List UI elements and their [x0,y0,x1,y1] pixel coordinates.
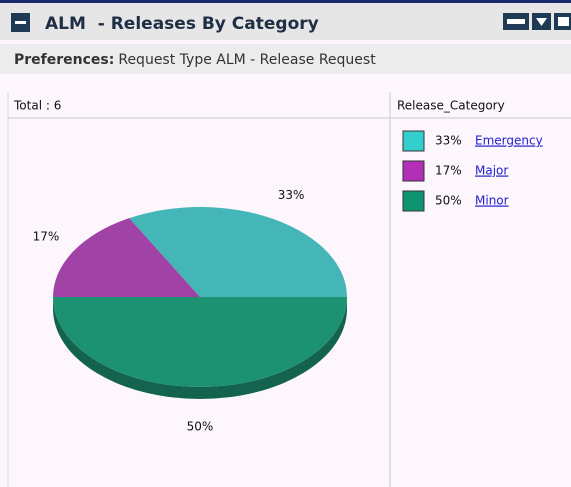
header-bar [0,0,571,40]
legend-value: 50% [435,194,462,208]
menu-icon-glyph [536,18,547,26]
portlet-title: ALM - Releases By Category [45,14,319,34]
preferences-label: Preferences: [14,52,114,68]
slice-label: 50% [187,420,214,434]
preferences-value: Request Type ALM - Release Request [118,52,376,68]
pie-slice [53,218,200,297]
legend-swatch [402,130,425,152]
preferences: Preferences: Request Type ALM - Release R… [14,52,376,68]
edit-icon-glyph [507,19,525,24]
legend-value: 17% [435,164,462,178]
collapse-icon-bar [15,21,26,24]
slice-label: 17% [33,229,60,243]
slice-label: 33% [278,188,305,202]
legend-link[interactable]: Minor [475,194,509,208]
legend-link[interactable]: Major [475,164,508,178]
legend-link[interactable]: Emergency [475,134,543,148]
legend-title: Release_Category [397,99,505,113]
legend-value: 33% [435,134,462,148]
pie-slice [129,207,347,297]
preferences-bar [0,44,571,74]
legend-swatch [402,160,425,182]
legend-swatch [402,190,425,212]
header-top-line [0,0,571,3]
total-label: Total : 6 [13,99,61,113]
maximize-icon-glyph [558,17,569,26]
pie-slice [53,297,347,387]
